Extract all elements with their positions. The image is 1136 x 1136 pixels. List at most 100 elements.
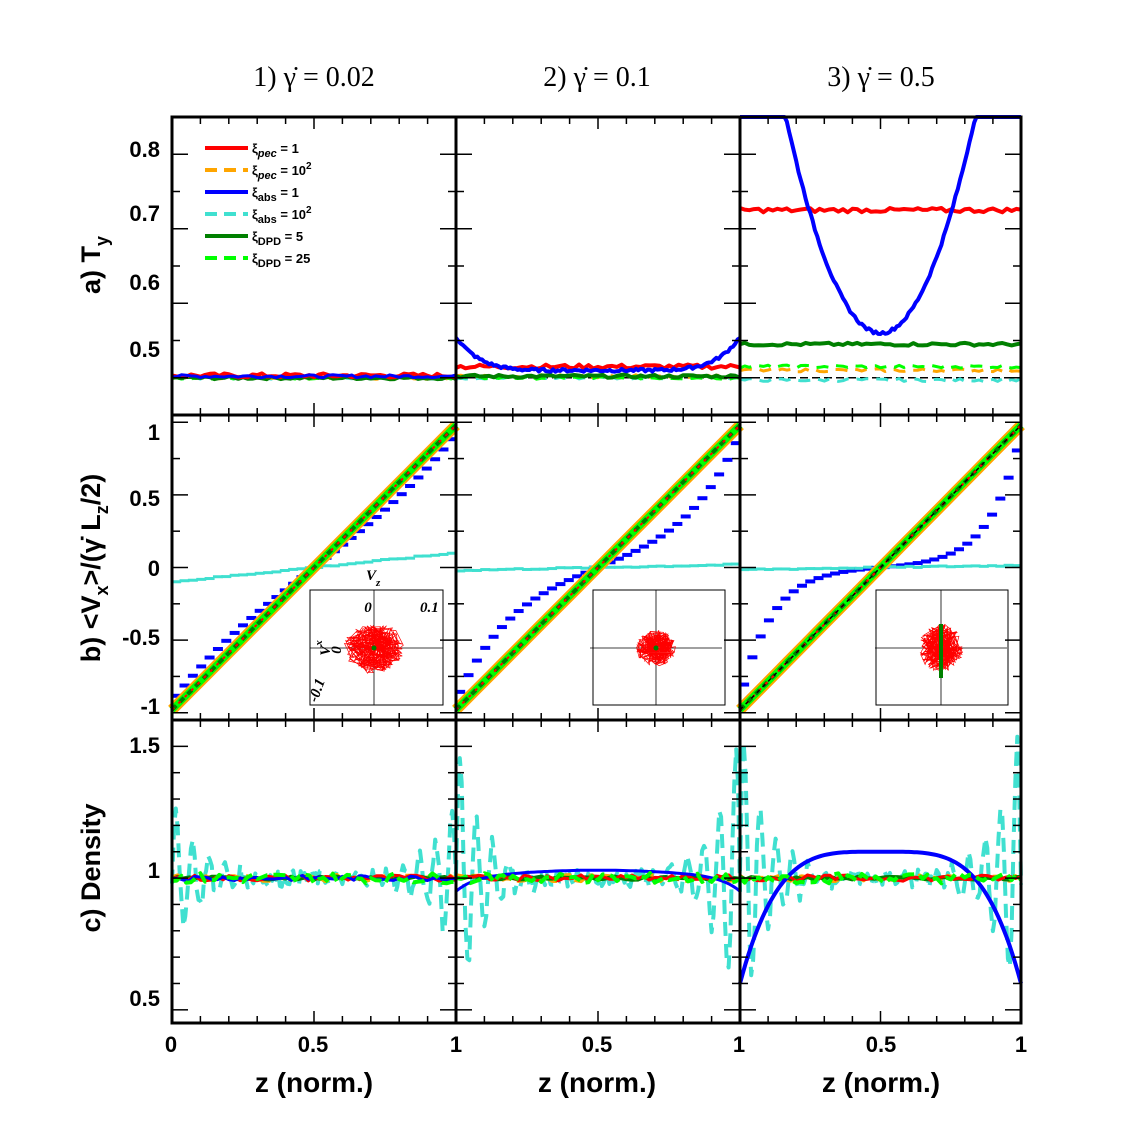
ytick-label: 0.7 bbox=[129, 201, 160, 226]
legend-label-part: ξ bbox=[252, 163, 258, 178]
column-title-3: 3) γ̇ = 0.5 bbox=[827, 62, 935, 93]
legend-label-part: = 5 bbox=[281, 229, 303, 244]
inset-tick-0: 0 bbox=[364, 600, 372, 616]
inset-trajectory-dpd bbox=[653, 645, 659, 651]
inset-trajectory bbox=[919, 623, 964, 672]
legend-label-part: ξ bbox=[252, 229, 258, 244]
legend-label-part: ξ bbox=[252, 141, 258, 156]
series-density-dpd-25 bbox=[455, 871, 742, 886]
series-velocity-pec-1 bbox=[455, 424, 741, 711]
ytick-label: 0.5 bbox=[129, 986, 160, 1011]
series-dpd-5 bbox=[455, 372, 741, 380]
inset-trajectory bbox=[636, 630, 676, 667]
inset-trajectory-dpd bbox=[371, 645, 377, 651]
yticks-temperature: 0.5 0.6 0.7 0.8 bbox=[129, 137, 160, 362]
legend-label-part: pec bbox=[257, 148, 277, 160]
inset-cloud bbox=[310, 590, 443, 705]
series-abs-1 bbox=[740, 115, 1021, 336]
column-title-2: 2) γ̇ = 0.1 bbox=[543, 62, 651, 93]
ylabel-velocity-c: /2) bbox=[76, 474, 106, 506]
series-velocity-pec-1 bbox=[171, 424, 457, 711]
series-velocity-pec-1 bbox=[739, 424, 1022, 711]
xtick-label: 0.5 bbox=[298, 1032, 329, 1057]
ylabel-velocity-sub1: x bbox=[92, 586, 112, 596]
legend-label-part: ξ bbox=[252, 207, 258, 222]
series-density-abs-100 bbox=[454, 747, 742, 970]
ylabel-temperature: a) Ty bbox=[76, 236, 112, 294]
series-dpd-25 bbox=[739, 363, 1022, 370]
xtick-label: 1 bbox=[450, 1032, 462, 1057]
legend-label-part: = 10 bbox=[277, 207, 306, 222]
inset-ylabel-sub: x bbox=[313, 640, 325, 647]
inset-xlabel: Vz bbox=[366, 568, 381, 589]
xtick-label: 0 bbox=[165, 1032, 177, 1057]
legend-label-part: = 10 bbox=[277, 163, 306, 178]
legend-label: ξabs = 1 bbox=[252, 185, 299, 204]
legend-label-part: ξ bbox=[252, 185, 258, 200]
legend-label-part: ξ bbox=[252, 251, 258, 266]
xtick-label: 0.5 bbox=[866, 1032, 897, 1057]
xtick-label: 1 bbox=[1015, 1032, 1027, 1057]
inset-ylabel-main: V bbox=[318, 644, 334, 656]
ytick-label: 0.5 bbox=[129, 337, 160, 362]
legend-label: ξabs = 102 bbox=[252, 205, 312, 226]
legend-label-part: pec bbox=[257, 170, 277, 182]
ytick-label: 0.8 bbox=[129, 137, 160, 162]
legend-label-part: DPD bbox=[258, 236, 281, 248]
inset-ylabel: Vx bbox=[313, 640, 334, 656]
legend-label-part: abs bbox=[258, 192, 277, 204]
xlabel-col-3: z (norm.) bbox=[822, 1067, 940, 1098]
legend-label: ξpec = 1 bbox=[252, 141, 299, 160]
ylabel-density: c) Density bbox=[76, 803, 106, 932]
legend-label: ξDPD = 5 bbox=[252, 229, 303, 248]
ylabel-velocity-sub2: z bbox=[92, 505, 112, 514]
inset-xlabel-main: V bbox=[366, 568, 378, 584]
legend-label-part: = 1 bbox=[277, 185, 299, 200]
insets: Vz 0 0.1 Vx 0 -0.1 bbox=[306, 568, 1009, 706]
ytick-label: 1.5 bbox=[129, 733, 160, 758]
inset-2 bbox=[590, 589, 726, 706]
legend-label: ξpec = 102 bbox=[252, 161, 312, 182]
panel-frames bbox=[170, 115, 1023, 1025]
series-abs-1 bbox=[172, 373, 457, 380]
inset-1: Vz 0 0.1 Vx 0 -0.1 bbox=[306, 568, 444, 706]
xtick-label: 1 bbox=[733, 1032, 745, 1057]
inset-tick-neg0.1: -0.1 bbox=[306, 677, 329, 705]
xtick-label: 0.5 bbox=[582, 1032, 613, 1057]
legend-label-part: 2 bbox=[306, 205, 312, 216]
series-velocity-ideal bbox=[739, 424, 1022, 711]
series-abs-1 bbox=[454, 336, 742, 374]
column-title-1: 1) γ̇ = 0.02 bbox=[253, 62, 375, 93]
inset-tick-0.1: 0.1 bbox=[420, 600, 439, 616]
ylabel-temperature-sub: y bbox=[92, 236, 112, 246]
xlabel-col-1: z (norm.) bbox=[255, 1067, 373, 1098]
series-density-abs-1 bbox=[171, 874, 457, 883]
legend-label: ξDPD = 25 bbox=[252, 251, 310, 270]
ytick-label: -0.5 bbox=[122, 625, 160, 650]
ytick-label: 0.6 bbox=[129, 270, 160, 295]
series-dpd-5 bbox=[739, 340, 1022, 348]
ytick-label: 1 bbox=[148, 420, 160, 445]
ylabel-velocity: b) <Vx>/(γ̇ Lz/2) bbox=[76, 474, 112, 663]
legend-label-part: 2 bbox=[306, 161, 312, 172]
inset-3 bbox=[875, 589, 1009, 706]
series-density-dpd-25 bbox=[171, 871, 457, 886]
legend-label-part: = 25 bbox=[281, 251, 310, 266]
ylabel-velocity-a: b) <V bbox=[76, 596, 106, 663]
inset-cloud bbox=[875, 590, 1007, 705]
data-layer bbox=[168, 115, 1025, 985]
yticks-velocity: -1 -0.5 0 0.5 1 bbox=[122, 420, 160, 719]
inset-xlabel-sub: z bbox=[375, 577, 381, 589]
ylabel-temperature-main: a) T bbox=[76, 246, 106, 295]
legend-label-part: DPD bbox=[258, 258, 281, 270]
legend-label-part: = 1 bbox=[277, 141, 299, 156]
ytick-label: 0.5 bbox=[129, 486, 160, 511]
legend-label-part: abs bbox=[258, 214, 277, 226]
ylabel-velocity-b: >/(γ̇ L bbox=[76, 514, 106, 585]
xticks: 0 0.5 1 0.5 1 0.5 1 bbox=[165, 1032, 1027, 1057]
inset-trajectory bbox=[343, 624, 404, 674]
inset-cloud bbox=[590, 590, 722, 705]
yticks-density: 0.5 1 1.5 bbox=[129, 733, 160, 1011]
